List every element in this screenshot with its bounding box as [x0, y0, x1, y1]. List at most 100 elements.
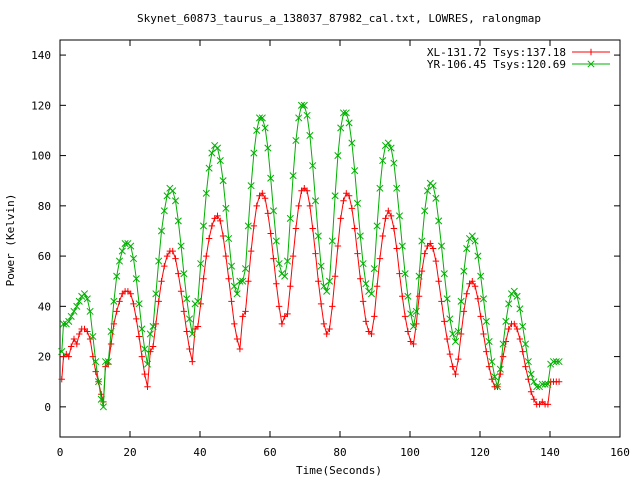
- data-point: [499, 340, 507, 348]
- data-point: [269, 207, 278, 215]
- data-point: [267, 174, 275, 182]
- data-point: [217, 217, 224, 225]
- data-point: [331, 192, 339, 200]
- data-point: [180, 270, 188, 278]
- data-point: [292, 136, 300, 145]
- data-point: [463, 244, 471, 253]
- y-tick-label: 120: [31, 99, 51, 112]
- data-point: [303, 187, 311, 194]
- data-point: [340, 197, 347, 205]
- data-point: [491, 373, 499, 381]
- data-point: [183, 295, 191, 303]
- data-point: [241, 265, 250, 273]
- legend-label: YR-106.45 Tsys:120.69: [427, 58, 566, 71]
- data-point: [306, 131, 314, 140]
- data-point: [362, 280, 370, 288]
- data-point: [264, 144, 272, 152]
- data-point: [76, 330, 83, 338]
- data-point: [259, 190, 266, 197]
- data-point: [287, 283, 294, 290]
- data-point: [115, 257, 124, 265]
- data-point: [141, 370, 148, 378]
- data-point: [183, 328, 190, 335]
- data-point: [295, 202, 302, 210]
- data-point: [141, 345, 149, 353]
- data-point: [312, 250, 319, 257]
- data-point: [65, 317, 73, 325]
- data-point: [219, 232, 227, 240]
- data-point: [460, 308, 468, 315]
- data-point: [275, 260, 283, 268]
- data-point: [155, 257, 163, 265]
- data-point: [334, 152, 342, 160]
- data-point: [121, 239, 129, 248]
- data-point: [516, 305, 524, 313]
- data-point: [203, 252, 210, 260]
- data-point: [399, 293, 406, 300]
- data-point: [110, 297, 118, 305]
- data-point: [107, 340, 115, 348]
- y-tick-label: 60: [38, 250, 51, 263]
- data-point: [149, 322, 157, 330]
- data-point: [309, 162, 317, 170]
- data-point: [555, 378, 563, 385]
- data-point: [127, 242, 135, 250]
- data-point: [118, 247, 126, 255]
- data-point: [101, 358, 110, 366]
- data-point: [213, 144, 222, 152]
- series-line: [61, 187, 560, 405]
- data-point: [70, 307, 78, 315]
- data-point: [242, 308, 249, 315]
- data-point: [538, 380, 546, 388]
- data-point: [496, 365, 504, 373]
- data-point: [65, 353, 72, 360]
- data-point: [460, 267, 468, 275]
- data-point: [427, 240, 434, 247]
- data-point: [323, 330, 330, 338]
- legend-marker: [587, 48, 595, 56]
- data-point: [421, 250, 428, 257]
- data-point: [275, 303, 283, 310]
- data-point: [247, 182, 255, 190]
- data-point: [451, 337, 460, 346]
- data-point: [292, 225, 300, 232]
- data-point: [328, 237, 336, 245]
- data-point: [144, 383, 151, 390]
- data-point: [337, 124, 345, 132]
- data-point: [208, 222, 216, 230]
- data-point: [373, 283, 381, 290]
- x-tick-label: 160: [610, 446, 630, 459]
- data-point: [174, 217, 182, 225]
- data-point: [253, 202, 260, 210]
- data-point: [412, 307, 420, 315]
- data-point: [149, 343, 157, 350]
- series-layer: [58, 101, 563, 411]
- data-point: [404, 328, 412, 335]
- y-tick-label: 80: [38, 200, 51, 213]
- data-point: [468, 232, 476, 240]
- data-point: [73, 302, 81, 310]
- data-point: [485, 337, 493, 346]
- data-point: [58, 348, 66, 356]
- data-point: [73, 340, 80, 348]
- x-tick-label: 0: [57, 446, 64, 459]
- data-point: [356, 232, 364, 240]
- data-point: [58, 376, 65, 383]
- data-point: [455, 355, 462, 363]
- data-point: [161, 262, 168, 270]
- data-point: [521, 340, 530, 348]
- data-point: [247, 247, 255, 255]
- data-point: [385, 207, 392, 215]
- data-point: [228, 298, 235, 305]
- data-point: [250, 222, 258, 230]
- data-point: [552, 358, 560, 366]
- data-point: [84, 328, 91, 335]
- x-tick-label: 140: [540, 446, 560, 459]
- data-point: [449, 363, 456, 370]
- data-point: [555, 358, 563, 366]
- data-point: [177, 288, 185, 295]
- data-point: [432, 257, 440, 265]
- data-point: [544, 401, 552, 408]
- data-point: [480, 330, 487, 338]
